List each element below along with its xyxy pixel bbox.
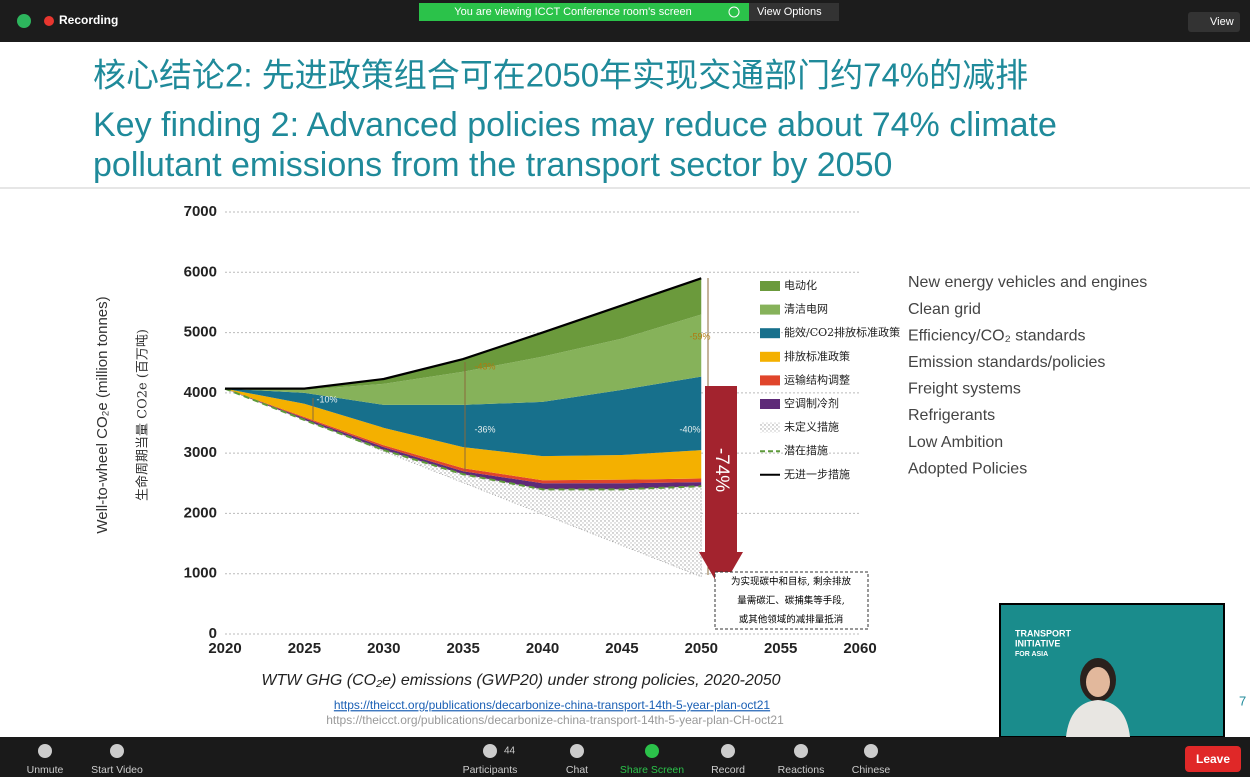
annotation: -40% [679, 424, 700, 434]
x-tick-label: 2055 [764, 640, 797, 657]
x-tick-label: 2050 [685, 640, 718, 657]
note-line: 量需碳汇、碳捕集等手段, [737, 595, 845, 607]
page: Recording You are viewing ICCT Conferenc… [0, 0, 1250, 777]
screen: Recording You are viewing ICCT Conferenc… [0, 0, 1250, 777]
x-tick-label: 2060 [843, 640, 876, 657]
note-line: 或其他领域的减排量抵消 [739, 614, 844, 626]
title-cn: 核心结论2: 先进政策组合可在2050年实现交通部门约74%的减排 [93, 57, 1028, 94]
english-legend-label: Adopted Policies [908, 460, 1027, 477]
legend-label: 未定义措施 [784, 420, 839, 434]
english-legend-label: Efficiency/CO₂ standards [908, 327, 1086, 344]
title-en: pollutant emissions from the transport s… [93, 146, 892, 184]
x-tick-label: 2025 [288, 640, 321, 657]
x-tick-label: 2045 [605, 640, 638, 657]
toolbar-icon[interactable] [483, 744, 497, 758]
legend-swatch [760, 423, 780, 433]
video-logo: TRANSPORT [1015, 628, 1072, 638]
recording-dot [44, 16, 54, 26]
legend-label: 清洁电网 [784, 303, 828, 316]
toolbar-icon[interactable] [110, 744, 124, 758]
legend-label: 排放标准政策 [784, 349, 850, 363]
annotation: -10% [316, 394, 337, 404]
link[interactable]: https://theicct.org/publications/decarbo… [334, 698, 771, 712]
shield-icon [17, 14, 31, 28]
toolbar-label[interactable]: Chat [566, 764, 588, 776]
english-legend-label: Freight systems [908, 381, 1021, 398]
x-tick-label: 2030 [367, 640, 400, 657]
person-face [1086, 667, 1110, 697]
toolbar-label[interactable]: Unmute [27, 764, 64, 776]
legend-label: 运输结构调整 [784, 372, 850, 386]
legend-label: 潜在措施 [784, 443, 828, 457]
recording-label: Recording [59, 13, 118, 27]
video-logo: FOR ASIA [1015, 651, 1048, 658]
view-options[interactable]: View Options [757, 6, 822, 18]
toolbar-icon[interactable] [794, 744, 808, 758]
view-label[interactable]: View [1210, 16, 1234, 28]
toolbar-icon[interactable] [864, 744, 878, 758]
legend-label: 空调制冷剂 [784, 396, 839, 410]
link[interactable]: https://theicct.org/publications/decarbo… [326, 713, 784, 727]
leave-label[interactable]: Leave [1196, 752, 1230, 766]
participants-count: 44 [504, 746, 516, 757]
legend-swatch [760, 305, 780, 315]
toolbar-icon[interactable] [570, 744, 584, 758]
toolbar-label[interactable]: Record [711, 764, 745, 776]
english-legend-label: New energy vehicles and engines [908, 274, 1147, 291]
legend-swatch [760, 399, 780, 409]
reduction-label: -74% [711, 448, 732, 492]
toolbar-icon[interactable] [721, 744, 735, 758]
y-axis-title: Well-to-wheel CO₂e (million tonnes) [94, 296, 111, 533]
toolbar-icon[interactable] [38, 744, 52, 758]
toolbar-label[interactable]: Participants [463, 764, 518, 776]
english-legend-label: Clean grid [908, 301, 981, 318]
caption: WTW GHG (CO₂e) emissions (GWP20) under s… [261, 672, 780, 689]
x-tick-label: 2040 [526, 640, 559, 657]
annotation: -43% [474, 361, 495, 371]
annotation: -36% [474, 424, 495, 434]
y-tick-label: 5000 [184, 324, 217, 341]
english-legend-label: Refrigerants [908, 407, 995, 424]
legend-swatch [760, 328, 780, 338]
y-tick-label: 3000 [184, 444, 217, 461]
toolbar-label[interactable]: Chinese [852, 764, 891, 776]
english-legend-label: Low Ambition [908, 434, 1003, 451]
legend-swatch [760, 352, 780, 362]
y-tick-label: 7000 [184, 203, 217, 220]
toolbar-icon[interactable] [645, 744, 659, 758]
legend-label: 无进一步措施 [784, 467, 850, 481]
legend-label: 能效/CO2排放标准政策 [784, 325, 900, 339]
legend-label: 电动化 [784, 278, 817, 292]
toolbar-label[interactable]: Start Video [91, 764, 143, 776]
legend-swatch [760, 281, 780, 291]
title-en: Key finding 2: Advanced policies may red… [93, 106, 1057, 144]
toolbar-label[interactable]: Reactions [778, 764, 825, 776]
y-tick-label: 4000 [184, 384, 217, 401]
banner-text: You are viewing ICCT Conference room's s… [454, 6, 692, 18]
video-logo: INITIATIVE [1015, 638, 1060, 648]
legend-swatch [760, 375, 780, 385]
page-number: 7 [1239, 693, 1246, 708]
note-line: 为实现碳中和目标, 剩余排放 [731, 576, 852, 588]
y-tick-label: 6000 [184, 263, 217, 280]
annotation: -59% [689, 331, 710, 341]
y-axis-title-cn: 生命周期当量 CO2e (百万吨) [135, 329, 151, 501]
y-tick-label: 2000 [184, 504, 217, 521]
y-tick-label: 1000 [184, 565, 217, 582]
x-tick-label: 2035 [446, 640, 479, 657]
english-legend-label: Emission standards/policies [908, 354, 1105, 371]
x-tick-label: 2020 [208, 640, 241, 657]
toolbar-label[interactable]: Share Screen [620, 764, 684, 776]
